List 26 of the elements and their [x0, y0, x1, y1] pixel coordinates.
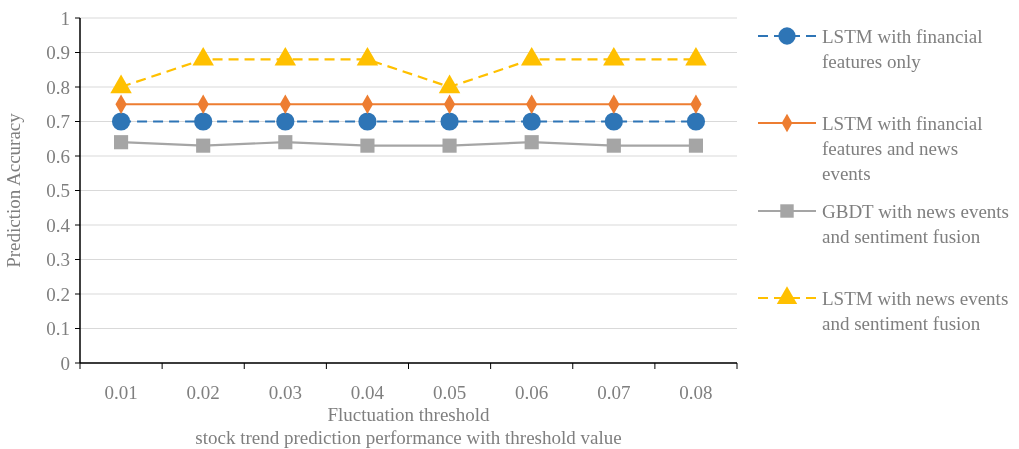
legend-label: GBDT with news events and sentiment fusion — [822, 200, 1009, 247]
legend-label: LSTM with financial features and news events — [822, 112, 983, 184]
x-tick-label: 0.02 — [186, 382, 220, 403]
y-tick-label: 0 — [60, 352, 70, 374]
x-tick-label: 0.01 — [104, 382, 138, 403]
y-tick-label: 0.3 — [46, 249, 70, 271]
y-tick-label: 0.6 — [46, 145, 70, 167]
legend-label: LSTM with news events and sentiment fusion — [822, 287, 1009, 334]
x-axis-title: Fluctuation threshold — [327, 404, 490, 425]
x-tick-label: 0.04 — [350, 382, 385, 403]
y-tick-label: 1 — [60, 7, 70, 29]
x-tick-label: 0.03 — [268, 382, 302, 403]
x-tick-label: 0.06 — [515, 382, 549, 403]
y-tick-label: 0.9 — [46, 42, 70, 64]
y-tick-label: 0.7 — [46, 111, 70, 133]
y-axis-title: Prediction Accuracy — [3, 112, 24, 268]
y-tick-label: 0.5 — [46, 180, 70, 202]
x-tick-label: 0.05 — [432, 382, 467, 403]
y-tick-label: 0.1 — [46, 318, 70, 340]
y-tick-label: 0.8 — [46, 76, 70, 98]
text: stock trend prediction performance with threshold value — [195, 427, 622, 448]
y-tick-label: 0.2 — [46, 283, 70, 305]
y-tick-label: 0.4 — [46, 214, 71, 236]
x-tick-label: 0.07 — [597, 382, 631, 403]
x-tick-label: 0.08 — [679, 382, 713, 403]
legend-label: LSTM with financial features only — [822, 25, 983, 72]
